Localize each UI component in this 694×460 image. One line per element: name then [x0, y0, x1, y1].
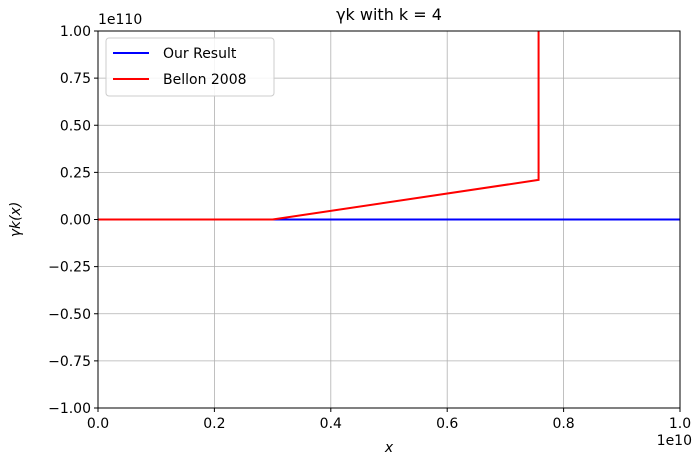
- x-tick-label: 0.8: [552, 416, 574, 432]
- y-tick-label: 0.00: [60, 213, 91, 229]
- y-tick-label: 0.25: [60, 165, 91, 181]
- y-tick-label: −0.75: [48, 354, 91, 370]
- y-tick-label: 0.75: [60, 71, 91, 87]
- x-axis-label: x: [384, 440, 394, 456]
- legend-label-1: Bellon 2008: [163, 72, 247, 88]
- series-line-1: [98, 31, 540, 221]
- x-tick-label: 1.0: [669, 416, 691, 432]
- x-offset-label: 1e10: [657, 433, 692, 449]
- chart-title: γk with k = 4: [336, 5, 442, 24]
- x-tick-label: 0.2: [203, 416, 225, 432]
- y-tick-label: 0.50: [60, 118, 91, 134]
- x-tick-label: 0.4: [320, 416, 342, 432]
- x-tick-label: 0.0: [87, 416, 109, 432]
- y-tick-label: −0.25: [48, 260, 91, 276]
- legend-label-0: Our Result: [163, 46, 237, 62]
- y-axis-label: γk(x): [8, 202, 24, 238]
- y-axis: −1.00 −0.75 −0.50 −0.25 0.00 0.25 0.50 0.75 1.00: [48, 24, 98, 417]
- x-tick-label: 0.6: [436, 416, 458, 432]
- series-layer: [98, 31, 680, 221]
- y-tick-label: −0.50: [48, 307, 91, 323]
- y-tick-label: −1.00: [48, 401, 91, 417]
- y-tick-label: 1.00: [60, 24, 91, 40]
- x-axis: 0.0 0.2 0.4 0.6 0.8 1.0: [87, 408, 691, 432]
- legend: Our Result Bellon 2008: [105, 37, 275, 97]
- y-offset-label: 1e110: [98, 12, 142, 28]
